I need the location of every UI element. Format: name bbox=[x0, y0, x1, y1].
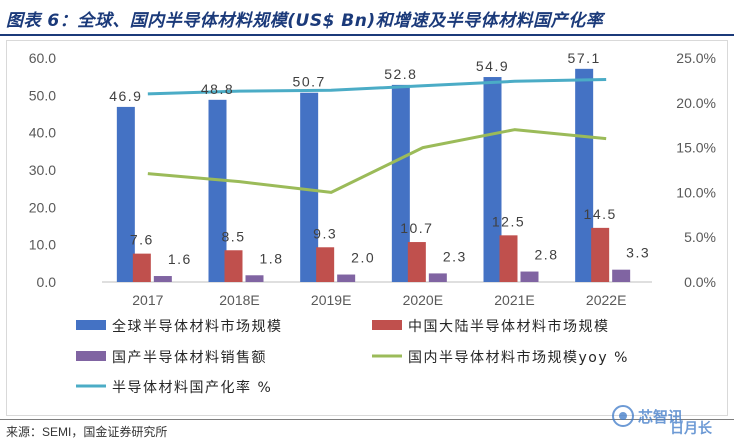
watermark: 芯智讯 日月长 bbox=[612, 394, 730, 438]
right-axis-tick-label: 20.0% bbox=[676, 95, 716, 111]
bar-china bbox=[407, 242, 426, 282]
left-axis-tick-label: 30.0 bbox=[29, 162, 56, 178]
data-label-china: 8.5 bbox=[222, 228, 246, 244]
data-label-china: 9.3 bbox=[313, 225, 337, 241]
x-axis-tick-label: 2020E bbox=[403, 292, 443, 308]
bar-china bbox=[224, 250, 243, 282]
left-axis-tick-label: 60.0 bbox=[29, 50, 56, 66]
legend-label: 中国大陆半导体材料市场规模 bbox=[408, 318, 610, 335]
watermark-line1: 芯智讯 bbox=[638, 407, 684, 426]
wechat-icon bbox=[612, 405, 634, 427]
left-axis-tick-label: 20.0 bbox=[29, 199, 56, 215]
x-axis-tick-label: 2018E bbox=[219, 292, 259, 308]
bar-domestic bbox=[612, 269, 631, 282]
chart-title: 图表 6：全球、国内半导体材料规模(US$ Bn)和增速及半导体材料国产化率 bbox=[6, 11, 604, 31]
right-axis-tick-label: 15.0% bbox=[676, 140, 716, 156]
bar-domestic bbox=[245, 275, 264, 282]
chart-frame bbox=[6, 40, 728, 416]
left-axis-tick-label: 40.0 bbox=[29, 125, 56, 141]
legend-label: 半导体材料国产化率 % bbox=[112, 379, 272, 396]
bar-domestic bbox=[428, 273, 447, 282]
data-label-china: 12.5 bbox=[492, 213, 525, 229]
line-yoy-growth bbox=[147, 128, 607, 194]
bar-global bbox=[391, 84, 410, 282]
bar-domestic bbox=[520, 271, 539, 282]
legend-label: 全球半导体材料市场规模 bbox=[112, 318, 283, 335]
legend-swatch bbox=[372, 320, 402, 330]
left-axis-tick-label: 0.0 bbox=[37, 274, 57, 290]
legend-label: 国产半导体材料销售额 bbox=[112, 350, 267, 366]
bar-china bbox=[132, 253, 151, 282]
bar-global bbox=[208, 99, 227, 283]
bar-domestic bbox=[337, 274, 356, 282]
bar-china bbox=[316, 247, 335, 282]
data-label-domestic: 2.3 bbox=[443, 248, 467, 264]
data-label-domestic: 1.6 bbox=[168, 251, 192, 267]
title-divider bbox=[0, 34, 734, 36]
right-axis-tick-label: 10.0% bbox=[676, 184, 716, 200]
legend-swatch bbox=[76, 320, 106, 330]
x-axis-tick-label: 2021E bbox=[494, 292, 534, 308]
data-label-china: 14.5 bbox=[584, 206, 617, 222]
right-axis-tick-label: 25.0% bbox=[676, 50, 716, 66]
data-label-global: 46.9 bbox=[109, 88, 142, 104]
data-label-china: 10.7 bbox=[400, 220, 433, 236]
right-axis-tick-label: 5.0% bbox=[684, 229, 716, 245]
source-divider bbox=[0, 419, 734, 420]
x-axis-tick-label: 2017 bbox=[132, 292, 163, 308]
data-label-global: 57.1 bbox=[568, 50, 601, 66]
left-axis-tick-label: 10.0 bbox=[29, 237, 56, 253]
data-label-global: 50.7 bbox=[293, 74, 326, 90]
legend-label: 国内半导体材料市场规模yoy % bbox=[408, 349, 629, 366]
x-axis-tick-label: 2019E bbox=[311, 292, 351, 308]
bar-global bbox=[483, 77, 502, 282]
data-label-domestic: 1.8 bbox=[260, 250, 284, 266]
bar-china bbox=[591, 227, 610, 282]
source-note: 来源：SEMI，国金证券研究所 bbox=[6, 425, 168, 439]
data-label-domestic: 2.8 bbox=[535, 247, 559, 263]
bar-china bbox=[499, 235, 518, 282]
data-label-china: 7.6 bbox=[130, 232, 154, 248]
data-label-global: 48.8 bbox=[201, 81, 234, 97]
left-axis-tick-label: 50.0 bbox=[29, 87, 56, 103]
data-label-domestic: 2.0 bbox=[351, 250, 375, 266]
line-localization-rate bbox=[147, 78, 607, 96]
data-label-global: 52.8 bbox=[384, 66, 417, 82]
legend-swatch bbox=[76, 351, 106, 361]
bar-global bbox=[116, 106, 135, 282]
x-axis-tick-label: 2022E bbox=[586, 292, 626, 308]
bar-global bbox=[575, 68, 594, 283]
data-label-domestic: 3.3 bbox=[626, 245, 650, 261]
watermark-line2: 日月长 bbox=[670, 421, 712, 437]
bar-domestic bbox=[153, 276, 172, 282]
data-label-global: 54.9 bbox=[476, 58, 509, 74]
bar-global bbox=[300, 92, 319, 282]
right-axis-tick-label: 0.0% bbox=[684, 274, 716, 290]
